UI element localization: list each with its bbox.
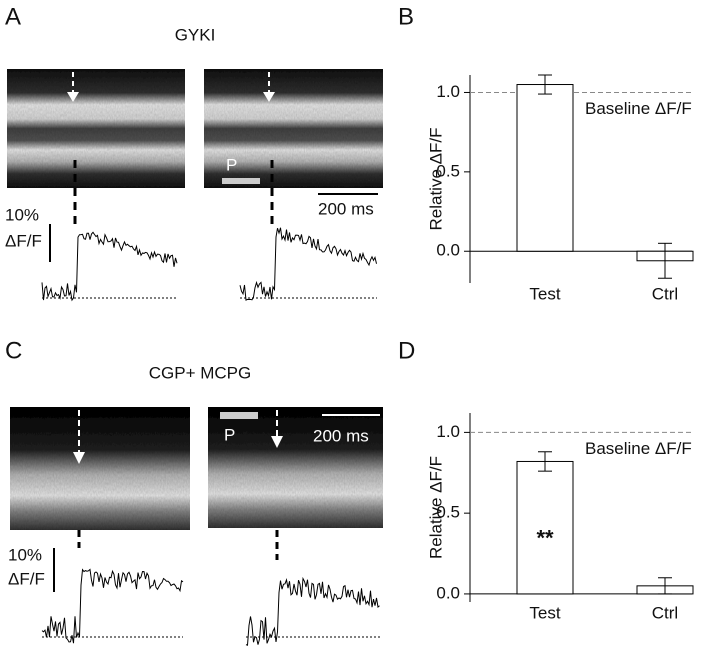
linescans-a: P 200 ms 10% ΔF/F [5,69,383,299]
panel-title: CGP+ MCPG [149,363,252,382]
arrow-head [73,452,85,464]
y-tick-label: 0.0 [436,583,460,602]
annotation: ** [536,525,554,550]
y-axis-label: Relative ΔF/F [426,456,445,559]
x-tick-label: Test [529,603,560,622]
y-tick-label: 1.0 [436,422,460,441]
x-tick-label: Test [529,284,560,303]
linescan-image [10,407,190,530]
amp-scale-label: 10% [8,545,42,564]
traces [41,227,380,646]
linescans-c: P 200 ms 10% ΔF/F [8,407,383,638]
time-scale-label: 200 ms [318,199,374,218]
y-tick-label: 0.5 [436,503,460,522]
amp-scale-unit: ΔF/F [8,569,45,588]
x-tick-label: Ctrl [652,284,678,303]
trace [41,231,178,302]
y-tick-label: 0.0 [436,241,460,260]
bar-chart: 0.0 0.5 1.0 Relative ΔF/F Baseline ΔF/F Test C… [426,74,694,303]
bar [516,460,574,595]
bar-chart: 0.0 0.5 1.0 Relative ΔF/F Baseline ΔF/F Test C… [426,413,694,622]
time-scale-label: 200 ms [313,426,369,445]
stim-bar [222,178,260,184]
panel-label: C [5,337,22,364]
panel-labels: A B C D GYKI CGP+ MCPG [5,3,415,382]
amp-scale-unit: ΔF/F [5,231,42,250]
trace [41,568,184,644]
y-tick-label: 1.0 [436,82,460,101]
arrow-head [67,92,79,102]
linescan-image [208,407,383,528]
panel-label: A [5,3,21,30]
trace [239,227,377,301]
trace [245,576,380,646]
panel-title: GYKI [175,25,216,44]
panel-label: D [398,337,415,364]
reference-label: Baseline ΔF/F [585,99,692,118]
bar [516,84,574,252]
reference-label: Baseline ΔF/F [585,439,692,458]
arrow-head [263,92,275,102]
linescan-image [204,69,383,188]
y-tick-label: 0.5 [436,161,460,180]
arrow-head [271,436,283,448]
panel-label: B [398,3,414,30]
stim-label: P [224,425,235,444]
y-axis-label: Relative ΔF/F [426,128,445,231]
linescan-image [7,69,185,188]
stim-bar [220,412,258,419]
amp-scale-label: 10% [5,205,39,224]
stim-label: P [226,155,237,174]
x-tick-label: Ctrl [652,603,678,622]
